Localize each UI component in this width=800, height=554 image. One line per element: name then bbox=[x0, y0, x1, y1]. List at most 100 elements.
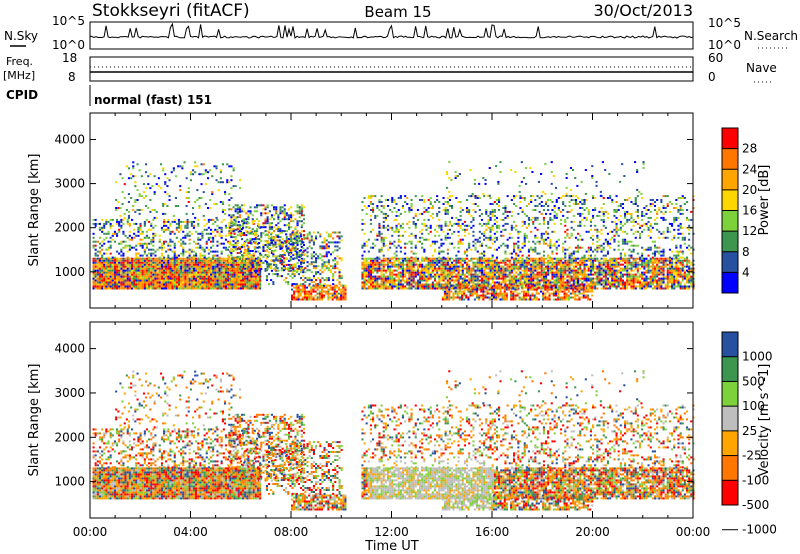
power-cell bbox=[557, 269, 560, 272]
power-cell bbox=[227, 265, 230, 268]
power-cell bbox=[589, 265, 592, 268]
power-cell bbox=[613, 263, 616, 266]
power-cell bbox=[508, 273, 511, 276]
power-cell bbox=[656, 273, 659, 276]
power-cell bbox=[148, 263, 151, 266]
power-cell bbox=[534, 283, 537, 286]
power-cell bbox=[124, 261, 127, 264]
power-cell bbox=[336, 231, 339, 234]
power-cell bbox=[534, 281, 537, 284]
power-cell bbox=[237, 261, 240, 264]
power-cell bbox=[630, 285, 633, 288]
power-cell bbox=[163, 224, 166, 227]
power-cell bbox=[421, 287, 424, 290]
power-cell bbox=[248, 285, 251, 288]
power-cell bbox=[438, 267, 441, 270]
power-cell bbox=[534, 257, 537, 260]
power-cell bbox=[626, 259, 629, 262]
power-cell bbox=[369, 275, 372, 278]
power-cell bbox=[314, 286, 317, 289]
power-cell bbox=[135, 244, 138, 247]
power-cell bbox=[135, 267, 138, 270]
power-cell bbox=[160, 187, 163, 190]
power-cell bbox=[506, 283, 509, 286]
power-cell bbox=[253, 206, 256, 209]
power-cell bbox=[513, 261, 516, 264]
power-cell bbox=[201, 257, 204, 260]
power-cell bbox=[197, 287, 200, 290]
power-cell bbox=[416, 269, 419, 272]
power-cell bbox=[429, 267, 432, 270]
power-cell bbox=[564, 273, 567, 276]
power-cell bbox=[182, 261, 185, 264]
power-cell bbox=[103, 261, 106, 264]
power-cell bbox=[245, 212, 248, 215]
power-cell bbox=[184, 287, 187, 290]
power-cell bbox=[265, 257, 268, 260]
power-cell bbox=[476, 275, 479, 278]
power-cell bbox=[566, 267, 569, 270]
power-cell bbox=[323, 241, 326, 244]
power-cell bbox=[283, 269, 286, 272]
power-cell bbox=[300, 243, 303, 246]
power-cell bbox=[553, 271, 556, 274]
power-cell bbox=[297, 251, 300, 254]
power-cell bbox=[214, 228, 217, 231]
power-cell bbox=[210, 263, 213, 266]
power-cell bbox=[562, 267, 565, 270]
power-cell bbox=[177, 224, 180, 227]
power-cell bbox=[291, 294, 294, 297]
power-cell bbox=[184, 236, 187, 239]
power-cell bbox=[414, 261, 417, 264]
power-cell bbox=[305, 296, 308, 299]
power-cell bbox=[292, 257, 295, 260]
power-cell bbox=[259, 285, 262, 288]
nsky-tick-top: 10^5 bbox=[52, 14, 85, 28]
power-cell bbox=[131, 261, 134, 264]
power-cell bbox=[325, 247, 328, 250]
power-cell bbox=[455, 265, 458, 268]
power-cell bbox=[145, 267, 148, 270]
power-cell bbox=[332, 259, 335, 262]
power-cell bbox=[632, 265, 635, 268]
power-cell bbox=[374, 269, 377, 272]
power-cell bbox=[658, 281, 661, 284]
power-cell bbox=[406, 283, 409, 286]
power-cell bbox=[111, 281, 114, 284]
power-cell bbox=[639, 263, 642, 266]
power-cell bbox=[118, 259, 121, 262]
power-cell bbox=[247, 246, 250, 248]
power-cell bbox=[606, 277, 609, 280]
power-cell bbox=[574, 259, 577, 262]
power-cell bbox=[248, 283, 251, 286]
power-cell bbox=[581, 269, 584, 272]
power-cell bbox=[283, 224, 286, 227]
power-cell bbox=[577, 283, 580, 286]
power-cell bbox=[105, 232, 108, 235]
power-cell bbox=[132, 175, 135, 178]
power-cell bbox=[182, 246, 185, 249]
power-cell bbox=[152, 265, 155, 268]
power-cell bbox=[165, 224, 168, 227]
power-cell bbox=[213, 203, 216, 205]
power-cell bbox=[182, 277, 185, 280]
power-cell bbox=[199, 283, 202, 286]
power-cell bbox=[220, 277, 223, 280]
power-cell bbox=[389, 257, 392, 260]
power-cell bbox=[285, 236, 288, 239]
power-cell bbox=[338, 269, 341, 272]
power-cell bbox=[645, 283, 648, 286]
power-cell bbox=[459, 281, 462, 284]
power-cell bbox=[163, 240, 166, 243]
power-cell bbox=[111, 269, 114, 272]
power-cell bbox=[109, 273, 112, 276]
power-cell bbox=[508, 259, 511, 262]
power-cell bbox=[517, 277, 520, 280]
power-cell bbox=[212, 250, 215, 253]
power-cell bbox=[205, 285, 208, 288]
power-cell bbox=[131, 271, 134, 274]
power-cell bbox=[250, 269, 253, 272]
power-cell bbox=[275, 236, 278, 239]
power-cell bbox=[285, 245, 288, 248]
power-cell bbox=[440, 273, 443, 276]
